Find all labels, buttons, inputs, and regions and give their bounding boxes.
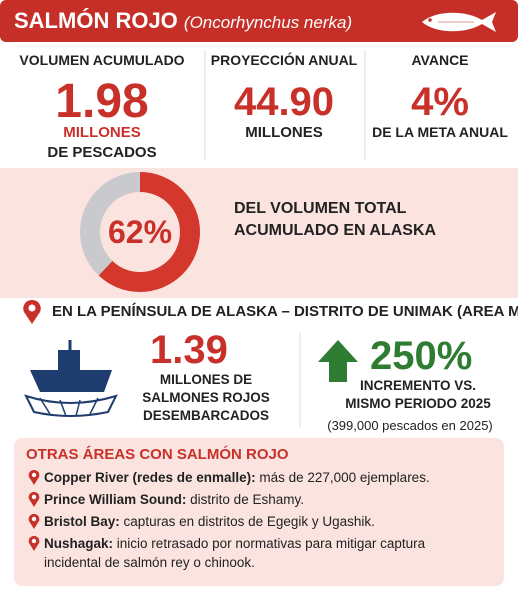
landed-value: 1.39: [150, 328, 228, 372]
stat-unit: MILLONES: [63, 124, 141, 141]
pin-icon: [23, 300, 41, 324]
stat-label: VOLUMEN ACUMULADO: [19, 52, 185, 68]
area-item: Prince William Sound: distrito de Eshamy…: [44, 490, 484, 509]
subtitle: (Oncorhynchus nerka): [183, 13, 353, 32]
fish-icon: [422, 12, 496, 32]
area-name: Copper River (redes de enmalle):: [44, 470, 256, 485]
stat-label: AVANCE: [411, 52, 469, 68]
share-text: ACUMULADO EN ALASKA: [234, 222, 437, 239]
stat-value: 1.98: [55, 75, 149, 128]
landed-text: SALMONES ROJOS: [142, 390, 270, 405]
up-arrow: [318, 340, 358, 382]
bullet-pin: [28, 492, 40, 507]
stat-detail: DE PESCADOS: [47, 144, 157, 161]
stat-unit: DE LA META ANUAL: [372, 124, 508, 140]
areas-title: OTRAS ÁREAS CON SALMÓN ROJO: [26, 446, 289, 463]
area-item: Bristol Bay: capturas en distritos de Eg…: [44, 512, 484, 531]
growth-note: (399,000 pescados en 2025): [327, 418, 493, 433]
boat-icon: [24, 340, 118, 417]
landed-text: DESEMBARCADOS: [142, 408, 270, 423]
stat-label: PROYECCIÓN ANUAL: [210, 52, 358, 68]
area-item: Nushagak: inicio retrasado por normativa…: [44, 534, 484, 572]
donut-arc: [80, 172, 200, 292]
bullet-pin: [28, 514, 40, 529]
area-text: más de 227,000 ejemplares.: [259, 470, 430, 485]
title: SALMÓN ROJO (Oncorhynchus nerka): [14, 8, 352, 34]
region-title: EN LA PENÍNSULA DE ALASKA – DISTRITO DE …: [52, 303, 518, 320]
area-name: Bristol Bay:: [44, 514, 120, 529]
stat-value: 44.90: [233, 80, 335, 124]
growth-text: INCREMENTO VS.: [359, 378, 477, 393]
stat-unit: MILLONES: [245, 124, 323, 141]
growth-text: MISMO PERIODO 2025: [345, 396, 491, 411]
areas-box: [14, 438, 504, 586]
area-name: Prince William Sound:: [44, 492, 187, 507]
share-text: DEL VOLUMEN TOTAL: [234, 200, 407, 217]
bullet-pin: [28, 470, 40, 485]
area-text: inicio retrasado por normativas para mit…: [44, 536, 426, 570]
area-name: Nushagak:: [44, 536, 114, 551]
title-text: SALMÓN ROJO: [14, 8, 178, 33]
bullet-pin: [28, 536, 40, 551]
growth-value: 250%: [370, 334, 473, 378]
stat-value: 4%: [411, 80, 469, 124]
area-text: capturas en distritos de Egegik y Ugashi…: [123, 514, 375, 529]
donut-label: 62%: [107, 214, 173, 250]
header-bar: [0, 0, 518, 42]
area-text: distrito de Eshamy.: [190, 492, 304, 507]
area-item: Copper River (redes de enmalle): más de …: [44, 468, 484, 487]
landed-text: MILLONES DE: [159, 372, 253, 387]
